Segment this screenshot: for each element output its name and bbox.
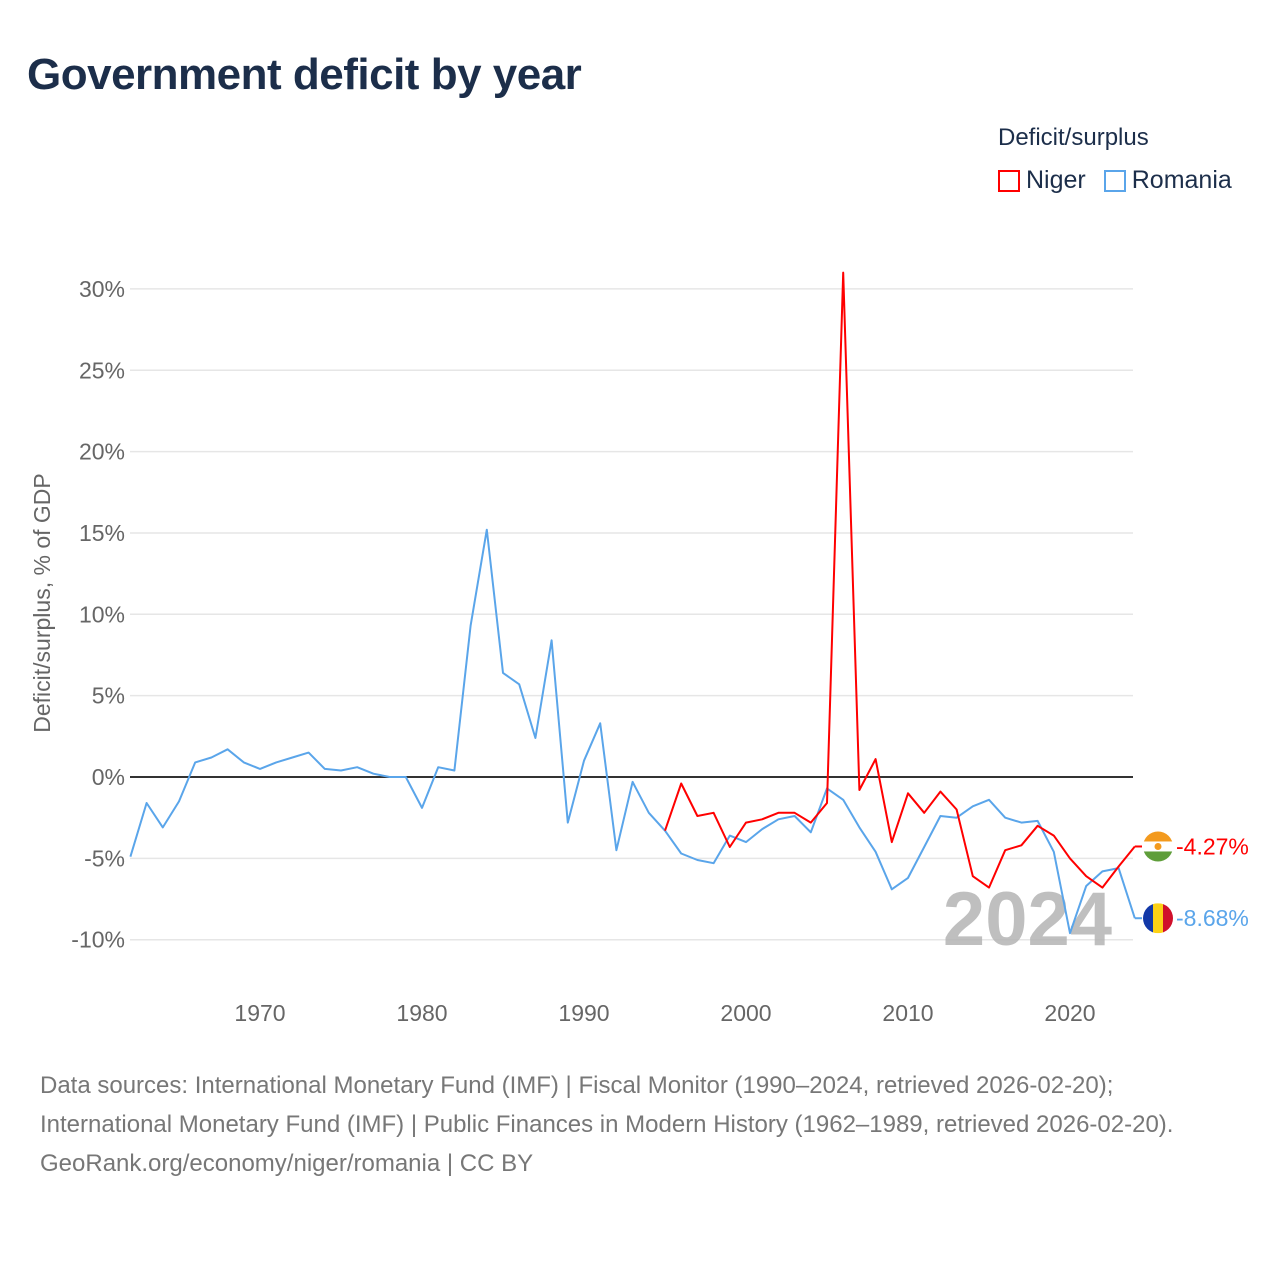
legend: Niger Romania [998, 166, 1232, 195]
x-tick-label: 2020 [1044, 1000, 1095, 1026]
current-year-label: 2024 [943, 877, 1112, 962]
y-tick-label: 30% [79, 276, 125, 302]
legend-label-niger: Niger [1026, 166, 1086, 194]
y-tick-label: -10% [71, 927, 125, 953]
credit-link[interactable]: GeoRank.org/economy/niger/romania | CC B… [40, 1150, 534, 1177]
legend-item-romania[interactable]: Romania [1103, 166, 1232, 195]
y-tick-label: 5% [92, 683, 125, 709]
x-tick-label: 1980 [396, 1000, 447, 1026]
legend-label-romania: Romania [1131, 166, 1232, 194]
legend-title: Deficit/surplus [998, 124, 1149, 151]
y-tick-label: 0% [92, 764, 125, 790]
x-tick-label: 2000 [720, 1000, 771, 1026]
legend-item-niger[interactable]: Niger [998, 166, 1086, 195]
y-tick-label: -5% [84, 845, 125, 871]
series-line-niger [664, 271, 1136, 889]
y-axis-label: Deficit/surplus, % of GDP [29, 473, 55, 732]
x-tick-label: 1990 [558, 1000, 609, 1026]
y-tick-label: 10% [79, 601, 125, 627]
romania-flag-icon [1143, 903, 1173, 934]
series-line-romania [129, 528, 1136, 935]
chart-title: Government deficit by year [27, 50, 582, 99]
x-tick-label: 2010 [882, 1000, 933, 1026]
data-sources: Data sources: International Monetary Fun… [40, 1072, 1174, 1138]
legend-swatch-niger [998, 169, 1020, 192]
y-tick-label: 15% [79, 520, 125, 546]
y-tick-label: 20% [79, 439, 125, 465]
end-value-label-niger: -4.27% [1176, 833, 1249, 859]
niger-flag-icon [1143, 831, 1173, 862]
legend-swatch-romania [1103, 169, 1126, 192]
x-tick-label: 1970 [234, 1000, 285, 1026]
end-value-label-romania: -8.68% [1176, 905, 1249, 931]
footer: Data sources: International Monetary Fun… [40, 1066, 1240, 1183]
y-tick-label: 25% [79, 357, 125, 383]
chart-svg: 30% 25% 20% 15% 10% 5% 0% -5% -10% 1970 1980 1990 20… [29, 271, 1249, 1026]
